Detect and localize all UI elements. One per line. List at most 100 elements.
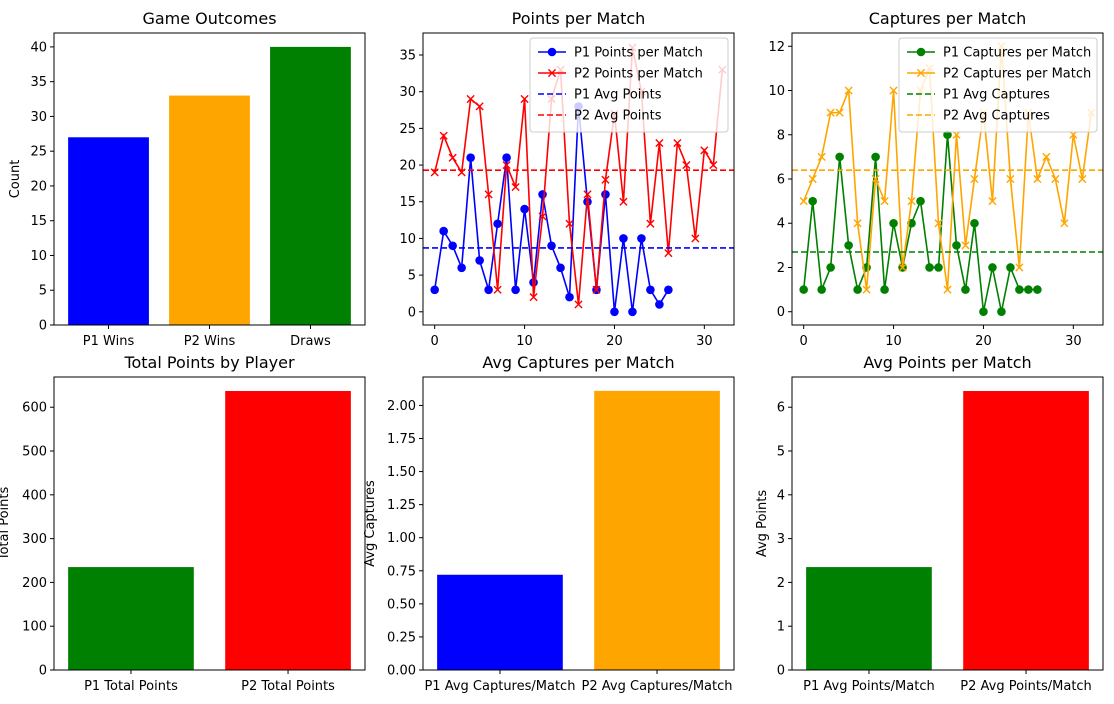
series-1-point-19	[961, 285, 970, 294]
series-2-point-8	[862, 285, 871, 294]
series-2-point-20	[970, 174, 979, 184]
series-1-point-4	[826, 263, 835, 272]
series-1-point-5	[466, 153, 475, 163]
series-1-point-23	[997, 307, 1006, 317]
legend-label-3: P1 Avg Captures	[943, 88, 1050, 103]
series-1-point-11	[889, 218, 898, 228]
y-tick-label: 5	[39, 284, 47, 299]
series-2-point-16	[934, 219, 943, 228]
series-2-point-24	[1006, 174, 1015, 184]
y-tick-label: 15	[399, 195, 416, 210]
series-2-point-7	[853, 219, 862, 228]
x-tick-label: 20	[975, 334, 992, 349]
bar-1	[806, 567, 932, 670]
series-2-point-30	[1060, 219, 1069, 228]
series-2-point-25	[1015, 263, 1024, 272]
bar-2	[963, 391, 1089, 670]
series-1-point-9	[502, 153, 511, 163]
y-tick-label: 35	[30, 75, 47, 90]
series-1-point-5	[835, 152, 844, 162]
y-tick-label: 6	[777, 401, 785, 416]
y-tick-label: 0.75	[387, 564, 416, 579]
x-tick-label: Draws	[290, 334, 331, 349]
y-axis-label: Count	[8, 160, 23, 199]
chart-title: Avg Points per Match	[863, 353, 1031, 372]
series-2-point-7	[484, 190, 493, 199]
y-tick-label: 1	[777, 620, 785, 635]
series-1-point-8	[493, 219, 502, 229]
series-2-point-25	[646, 219, 655, 228]
y-tick-label: 0	[39, 664, 47, 679]
series-2-point-26	[655, 138, 664, 148]
y-tick-label: 2	[777, 576, 785, 591]
x-tick-label: 0	[800, 334, 808, 349]
legend: P1 Points per Match P2 Points per Match P1…	[529, 37, 729, 133]
series-1-point-16	[565, 292, 574, 302]
legend-label-4: P2 Avg Captures	[943, 109, 1050, 124]
series-2-point-13	[538, 212, 547, 221]
x-tick-label: P2 Avg Points/Match	[960, 679, 1092, 694]
legend-box	[898, 37, 1098, 133]
y-tick-label: 10	[768, 84, 785, 99]
series-2-point-32	[709, 160, 718, 170]
y-tick-label: 10	[399, 232, 416, 247]
series-1-point-9	[871, 152, 880, 162]
series-2-point-8	[493, 285, 502, 294]
legend-marker-1	[547, 47, 557, 57]
series-1-point-25	[1015, 285, 1024, 294]
series-1-point-26	[655, 300, 664, 309]
chart-game-outcomes: Game Outcomes 0 5 10 15 20 25 30 35 40 Count P1 Win…	[8, 9, 366, 349]
series-1-point-3	[448, 241, 457, 251]
series-1-point-27	[664, 285, 673, 295]
series-1-point-25	[646, 285, 655, 295]
y-tick-label: 100	[22, 620, 47, 635]
y-tick-label: 15	[30, 214, 47, 229]
series-1-point-2	[808, 196, 817, 206]
series-1-point-4	[457, 263, 466, 273]
y-tick-label: 500	[22, 445, 47, 460]
legend-marker-2	[547, 68, 557, 78]
y-tick-label: 1.75	[387, 432, 416, 447]
legend: P1 Captures per Match P2 Captures per Mat…	[898, 37, 1098, 133]
series-1-point-11	[520, 204, 529, 214]
y-tick-label: 30	[30, 110, 47, 125]
x-tick-label: P1 Wins	[83, 334, 135, 349]
x-tick-label: 20	[606, 334, 623, 349]
series-2-point-17	[574, 300, 583, 309]
bar-2	[169, 95, 250, 325]
bar-3	[270, 46, 351, 326]
y-tick-label: 25	[30, 145, 47, 160]
bar-2	[594, 390, 720, 670]
series-1-point-13	[538, 190, 547, 199]
series-2-point-29	[682, 160, 691, 170]
series-2-point-19	[592, 285, 601, 294]
series-1-point-10	[511, 285, 520, 295]
y-tick-label: 1.50	[387, 465, 416, 480]
series-2-point-6	[475, 102, 484, 111]
y-tick-label: 40	[30, 40, 47, 55]
series-1-point-6	[844, 241, 853, 250]
series-1-point-27	[1033, 285, 1042, 294]
chart-captures-per-match: Captures per Match 0 2 4 6 8 10 12 0 10 20 30 P1 Cap…	[768, 9, 1104, 349]
series-2-point-30	[691, 234, 700, 243]
series-1-point-22	[619, 234, 628, 243]
series-2-point-32	[1078, 174, 1087, 184]
y-tick-label: 5	[777, 445, 785, 460]
series-1-point-3	[817, 285, 826, 294]
y-tick-label: 35	[399, 49, 416, 64]
chart-total-points-by-player: Total Points by Player 0 100 200 300 400 500 60…	[0, 353, 366, 694]
series-1-point-26	[1024, 285, 1033, 294]
x-tick-label: P1 Total Points	[84, 679, 178, 694]
series-2-point-27	[664, 249, 673, 258]
series-2-point-6	[844, 86, 853, 95]
y-axis-label: Total Points	[0, 487, 12, 562]
y-axis-label: Avg Points	[755, 490, 770, 557]
series-2-point-22	[988, 197, 997, 206]
legend-label-1: P1 Points per Match	[574, 46, 703, 61]
series-1-point-15	[556, 263, 565, 273]
y-tick-label: 25	[399, 122, 416, 137]
series-1-point-24	[637, 234, 646, 243]
legend-label-2: P2 Captures per Match	[943, 67, 1091, 82]
chart-title: Avg Captures per Match	[482, 353, 674, 372]
y-tick-label: 5	[408, 269, 416, 284]
